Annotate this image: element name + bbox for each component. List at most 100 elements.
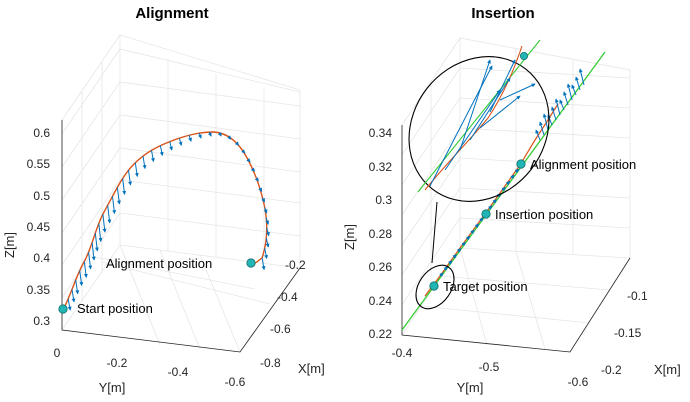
- alignment-z-ticks: 0.3 0.35 0.4 0.45 0.5 0.55 0.6: [27, 126, 51, 328]
- insertion-arrow: [448, 260, 453, 265]
- alignment-arrow: [169, 141, 173, 151]
- z-tick: 0.55: [27, 157, 51, 171]
- alignment-arrow: [241, 149, 246, 154]
- inset-quiver: [429, 59, 536, 187]
- alignment-position-label: Alignment position: [106, 256, 212, 271]
- z-tick: 0.4: [33, 251, 50, 265]
- insertion-x-label: X[m]: [654, 362, 681, 377]
- target-highlight-ellipse: [415, 264, 455, 310]
- insertion-arrow: [443, 266, 448, 271]
- insertion-arrow: [488, 205, 493, 210]
- inset-arrow: [459, 59, 491, 151]
- insertion-arrow: [542, 113, 549, 131]
- insertion-plot: Insertion Alignment position Insertio: [342, 5, 681, 395]
- alignment-arrow: [150, 150, 155, 163]
- inset-path-line: [424, 45, 523, 191]
- insertion-arrow: [514, 168, 520, 173]
- alignment-arrow: [112, 196, 117, 215]
- alignment-arrow: [75, 279, 80, 295]
- z-tick: 0.5: [33, 189, 50, 203]
- alignment-y-label: Y[m]: [99, 380, 126, 395]
- insertion-axes-box: [401, 125, 631, 353]
- insertion-arrow: [559, 99, 565, 111]
- insertion-arrow: [465, 235, 471, 241]
- insertion-arrow: [575, 76, 581, 91]
- alignment-arrow: [188, 135, 192, 142]
- alignment-title: Alignment: [135, 5, 208, 22]
- alignment-z-label: Z[m]: [2, 232, 17, 258]
- alignment-arrow: [67, 298, 72, 311]
- alignment-arrow: [142, 156, 147, 170]
- insertion-arrow: [551, 106, 557, 121]
- insertion-arrow: [505, 180, 511, 186]
- y-tick: -0.4: [168, 365, 189, 379]
- insertion-y-label: Y[m]: [457, 380, 484, 395]
- alignment-arrow: [71, 289, 76, 303]
- alignment-arrow: [266, 227, 270, 237]
- alignment-arrow: [159, 145, 164, 157]
- alignment-arrow: [261, 197, 265, 203]
- inset-arrow: [444, 89, 501, 171]
- zoom-inset-ellipse: [408, 56, 550, 202]
- alignment-arrow: [197, 133, 202, 139]
- insertion-arrow: [461, 241, 466, 247]
- inset-arrow: [489, 59, 516, 113]
- insertion-arrow: [539, 121, 545, 136]
- insertion-arrow: [492, 199, 497, 204]
- z-tick: 0.3: [375, 193, 392, 207]
- alignment-arrow: [91, 242, 96, 261]
- insertion-arrow: [439, 272, 444, 277]
- alignment-arrow: [217, 132, 222, 137]
- alignment-arrow: [98, 223, 103, 243]
- insertion-arrow: [510, 174, 515, 179]
- alignment-arrow: [128, 170, 133, 186]
- insertion-arrow: [501, 186, 506, 192]
- alignment-arrow: [250, 167, 255, 172]
- alignment-arrow: [102, 214, 107, 233]
- insertion-title: Insertion: [471, 5, 534, 22]
- inset-connector: [431, 201, 438, 264]
- insertion-arrow: [563, 91, 569, 106]
- y-tick: -0.2: [107, 356, 128, 370]
- alignment-arrow: [263, 207, 268, 214]
- z-tick: 0.45: [27, 220, 51, 234]
- alignment-arrow: [116, 187, 121, 205]
- y-tick: 0: [54, 346, 61, 360]
- alignment-arrow: [265, 217, 270, 225]
- y-tick: -0.5: [479, 360, 500, 374]
- alignment-arrow: [261, 257, 266, 271]
- inset-target-marker: [520, 52, 529, 61]
- z-tick: 0.24: [369, 294, 393, 308]
- alignment-arrow: [88, 252, 93, 270]
- alignment-arrow: [178, 138, 183, 146]
- alignment-arrow: [227, 135, 232, 140]
- alignment-arrow: [134, 162, 139, 178]
- x-tick: -0.6: [270, 322, 291, 336]
- start-position-label: Start position: [77, 301, 153, 316]
- x-tick: -0.1: [627, 289, 648, 303]
- z-tick: 0.26: [369, 260, 393, 274]
- alignment-arrow: [83, 261, 88, 278]
- target-position-label: Target position: [443, 279, 528, 294]
- zoom-inset-content: [417, 39, 541, 193]
- alignment-arrow: [94, 232, 99, 252]
- inset-arrow: [469, 77, 511, 141]
- z-tick: 0.34: [369, 126, 393, 140]
- y-tick: -0.6: [225, 375, 246, 389]
- insertion-arrow: [571, 84, 577, 96]
- z-tick: 0.3: [33, 314, 50, 328]
- x-tick: -0.2: [601, 363, 622, 377]
- insertion-arrow: [474, 223, 480, 228]
- alignment-x-ticks: -0.2 -0.4 -0.6 -0.8: [260, 258, 306, 370]
- alignment-arrow: [107, 205, 112, 224]
- insertion-arrow: [457, 248, 462, 253]
- alignment-position-marker: [516, 159, 526, 169]
- insertion-arrow: [535, 129, 541, 141]
- z-tick: 0.32: [369, 160, 393, 174]
- alignment-arrow: [207, 131, 212, 137]
- alignment-position-marker: [246, 258, 256, 268]
- insertion-y-ticks: -0.4 -0.5 -0.6: [392, 346, 589, 389]
- insertion-arrow: [470, 229, 475, 234]
- alignment-arrow: [258, 187, 263, 192]
